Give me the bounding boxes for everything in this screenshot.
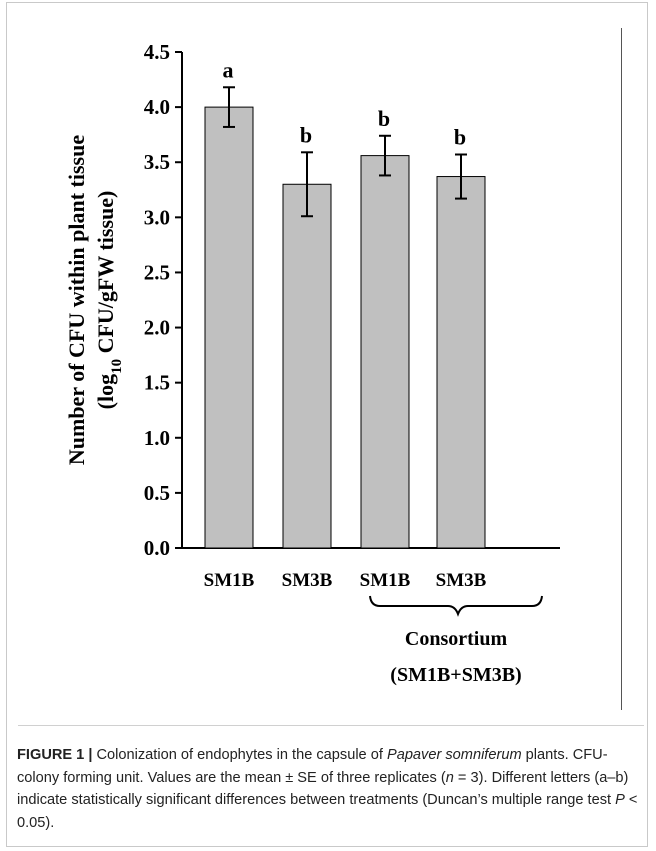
caption-p-symbol: P [615, 792, 625, 808]
y-tick-label: 2.0 [144, 316, 170, 340]
bars [204, 106, 486, 549]
caption-text-3: = 3). Different letters (a–b) indicate s… [17, 769, 629, 809]
y-tick-label: 0.5 [144, 481, 170, 505]
bar-chart: Number of CFU within plant tissue (log10… [64, 40, 560, 686]
y-tick-label: 0.0 [144, 536, 170, 560]
y-tick-label: 3.5 [144, 150, 170, 174]
y-axis-label-line2: (log10 CFU/gFW tissue) [93, 191, 125, 410]
caption-divider [18, 725, 644, 726]
y-axis-label-log: (log [93, 374, 118, 409]
consortium-group: Consortium (SM1B+SM3B) [369, 595, 543, 686]
x-category-label: SM3B [436, 570, 487, 591]
caption-species: Papaver somniferum [386, 747, 522, 763]
caption-figure-label: FIGURE 1 | [17, 747, 93, 763]
x-category-label: SM3B [282, 570, 333, 591]
caption-text-1: Colonization of endophytes in the capsul… [92, 747, 387, 763]
x-category-label: SM1B [360, 570, 411, 591]
significance-letter: a [223, 57, 234, 82]
significance-letter: b [378, 106, 390, 131]
y-axis-label-line1: Number of CFU within plant tissue [64, 135, 89, 465]
consortium-bracket [369, 595, 543, 617]
significance-letter: b [300, 122, 312, 147]
y-axis-label: Number of CFU within plant tissue (log10… [64, 135, 125, 465]
y-tick-label: 1.5 [144, 371, 170, 395]
caption-text-4: < 0.05). [17, 792, 638, 831]
consortium-members-label: (SM1B+SM3B) [390, 664, 521, 686]
y-ticks: 0.0 0.5 1.0 1.5 2.0 2.5 3.0 3.5 4.0 4.5 [144, 40, 182, 560]
y-axis-label-units: CFU/gFW tissue) [93, 191, 118, 359]
figure-caption: FIGURE 1 | Colonization of endophytes in… [17, 744, 642, 834]
y-axis-label-subscript: 10 [109, 359, 125, 374]
caption-n-symbol: n [445, 769, 454, 786]
y-tick-label: 3.0 [144, 205, 170, 229]
consortium-label: Consortium [405, 628, 508, 650]
bar [282, 183, 332, 549]
panel-border-right [621, 28, 622, 710]
significance-letter: b [454, 125, 466, 150]
y-tick-label: 1.0 [144, 426, 170, 450]
bar [360, 155, 410, 549]
bar [204, 106, 254, 549]
y-tick-label: 4.0 [144, 95, 170, 119]
x-category-label: SM1B [204, 570, 255, 591]
y-tick-label: 4.5 [144, 40, 170, 64]
category-labels: SM1B SM3B SM1B SM3B [204, 570, 487, 591]
y-tick-label: 2.5 [144, 260, 170, 284]
significance-letters: a b b b [223, 57, 467, 149]
error-bars [223, 86, 467, 218]
caption-text-2: plants. CFU- colony forming unit. Values… [17, 747, 608, 786]
bar [436, 176, 486, 549]
